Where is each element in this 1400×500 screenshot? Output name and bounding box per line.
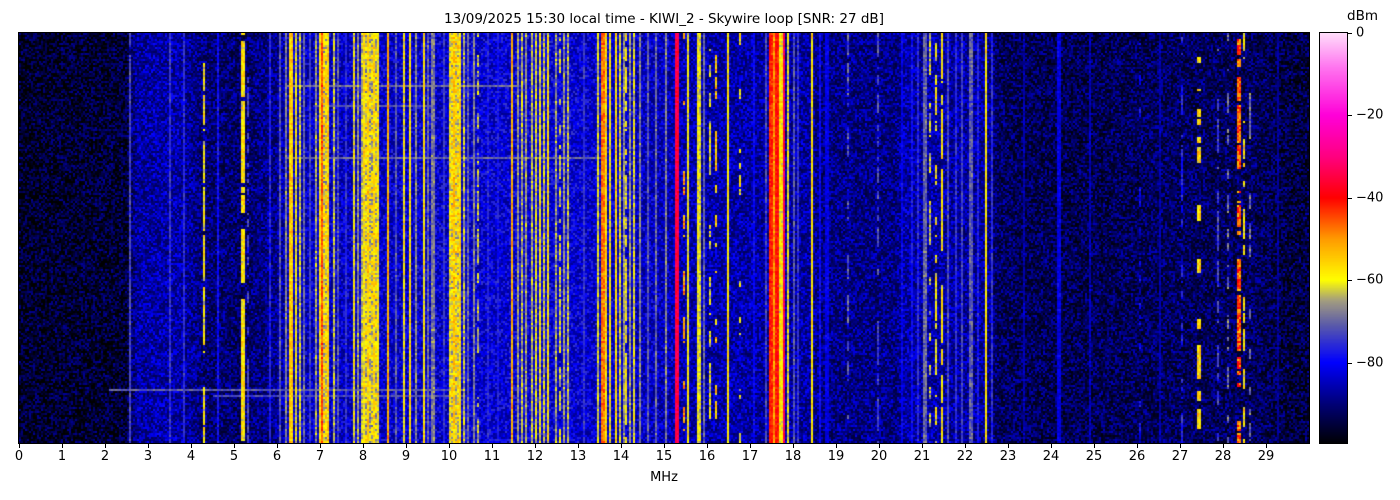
colorbar-tick-label: −20: [1356, 107, 1384, 123]
x-tick: [1223, 443, 1224, 448]
x-tick: [1051, 443, 1052, 448]
colorbar-tick-label: −40: [1356, 190, 1384, 206]
x-tick-label: 28: [1214, 449, 1232, 464]
colorbar: [1319, 32, 1348, 444]
x-tick: [320, 443, 321, 448]
x-tick-label: 25: [1085, 449, 1103, 464]
x-tick: [363, 443, 364, 448]
x-tick: [148, 443, 149, 448]
x-tick-label: 8: [358, 449, 368, 464]
x-tick-label: 17: [741, 449, 759, 464]
x-axis-label: MHz: [650, 470, 678, 485]
x-tick: [836, 443, 837, 448]
x-tick: [234, 443, 235, 448]
x-tick-label: 15: [655, 449, 673, 464]
x-tick-label: 0: [14, 449, 24, 464]
colorbar-tick: [1348, 280, 1352, 282]
colorbar-tick-label: −60: [1356, 272, 1384, 288]
x-tick: [1008, 443, 1009, 448]
x-tick: [191, 443, 192, 448]
colorbar-tick: [1348, 33, 1352, 34]
x-tick-label: 29: [1257, 449, 1275, 464]
x-tick: [922, 443, 923, 448]
colorbar-tick-label: 0: [1356, 25, 1365, 41]
x-tick: [750, 443, 751, 448]
x-tick: [664, 443, 665, 448]
x-tick-label: 20: [870, 449, 888, 464]
x-tick: [1266, 443, 1267, 448]
x-tick: [879, 443, 880, 448]
x-tick-label: 7: [315, 449, 325, 464]
x-tick-label: 12: [526, 449, 544, 464]
x-tick: [277, 443, 278, 448]
x-tick: [621, 443, 622, 448]
x-tick: [406, 443, 407, 448]
x-tick-label: 21: [913, 449, 931, 464]
x-tick-label: 11: [483, 449, 501, 464]
x-tick-label: 27: [1171, 449, 1189, 464]
x-tick-label: 9: [401, 449, 411, 464]
x-tick-label: 1: [57, 449, 67, 464]
x-tick: [105, 443, 106, 448]
waterfall-canvas: [19, 33, 1309, 443]
x-tick-label: 22: [956, 449, 974, 464]
x-tick: [449, 443, 450, 448]
waterfall-plot: [18, 32, 1310, 444]
x-tick-label: 3: [143, 449, 153, 464]
x-tick: [1137, 443, 1138, 448]
colorbar-label: dBm: [1347, 8, 1378, 24]
x-tick-label: 13: [569, 449, 587, 464]
x-tick-label: 2: [100, 449, 110, 464]
x-tick-label: 19: [827, 449, 845, 464]
colorbar-tick: [1348, 362, 1352, 364]
x-tick-label: 26: [1128, 449, 1146, 464]
x-tick: [1094, 443, 1095, 448]
x-tick-label: 4: [186, 449, 196, 464]
x-tick-label: 5: [229, 449, 239, 464]
x-tick: [19, 443, 20, 448]
x-tick: [965, 443, 966, 448]
x-tick-label: 23: [999, 449, 1017, 464]
x-tick-label: 6: [272, 449, 282, 464]
x-tick-label: 14: [612, 449, 630, 464]
x-tick-label: 16: [698, 449, 716, 464]
x-tick: [535, 443, 536, 448]
colorbar-tick: [1348, 115, 1352, 117]
x-tick: [707, 443, 708, 448]
x-tick: [62, 443, 63, 448]
colorbar-canvas: [1320, 33, 1347, 443]
x-tick: [793, 443, 794, 448]
colorbar-tick-label: −80: [1356, 355, 1384, 371]
x-tick-label: 24: [1042, 449, 1060, 464]
x-tick: [1180, 443, 1181, 448]
x-tick-label: 18: [784, 449, 802, 464]
colorbar-tick: [1348, 197, 1352, 199]
x-tick: [578, 443, 579, 448]
x-tick: [492, 443, 493, 448]
chart-title: 13/09/2025 15:30 local time - KIWI_2 - S…: [444, 11, 884, 27]
x-tick-label: 10: [440, 449, 458, 464]
